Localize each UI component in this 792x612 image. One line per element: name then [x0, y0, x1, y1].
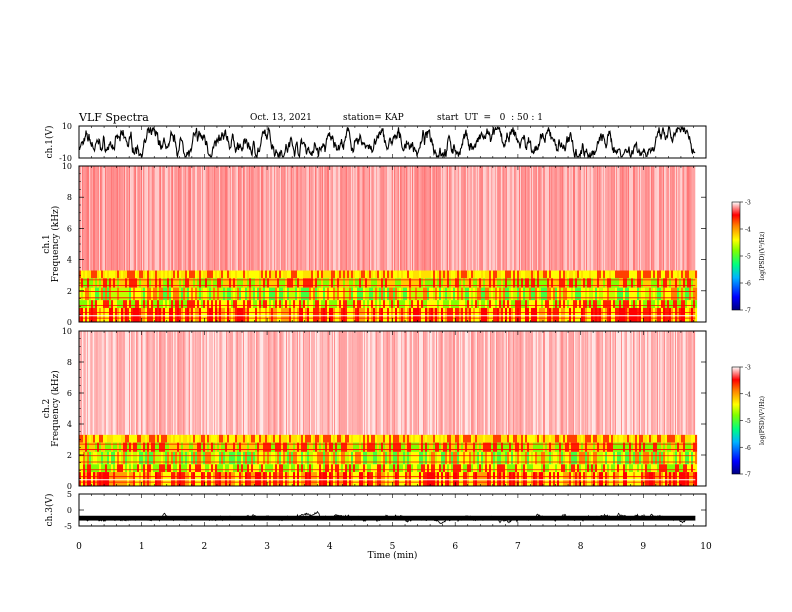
y-axis-label: Frequency (kHz)	[50, 206, 61, 283]
y-tick-label: 4	[67, 256, 72, 265]
colorbar-tick-label: -6	[745, 281, 751, 288]
y-tick-label: 6	[67, 224, 72, 233]
x-tick-label: 0	[76, 542, 82, 552]
spectrogram-streaks	[78, 331, 695, 435]
colorbar-tick-label: -3	[745, 365, 751, 372]
colorbar-tick-label: -4	[745, 391, 751, 398]
y-tick-label: 8	[67, 193, 72, 202]
y-tick-label: 6	[67, 389, 72, 398]
colorbar	[731, 366, 741, 475]
y-axis-label: ch.1	[42, 234, 52, 253]
plot-title: VLF Spectra	[79, 111, 149, 124]
x-tick-label: 4	[327, 542, 333, 552]
colorbar-label: log(PSD)(V²/Hz)	[759, 396, 766, 445]
x-tick-label: 5	[390, 542, 396, 552]
colorbar-tick-label: -7	[745, 472, 751, 479]
colorbar-label: log(PSD)(V²/Hz)	[759, 232, 766, 281]
spectrogram-bands	[79, 270, 698, 322]
waveform-line	[78, 126, 696, 159]
x-tick-label: 3	[264, 542, 270, 552]
y-tick-label: 10	[62, 122, 72, 131]
date-label: Oct. 13, 2021	[250, 113, 312, 123]
station-label: station= KAP	[343, 113, 404, 123]
y-tick-label: -5	[64, 522, 72, 531]
x-tick-label: 6	[452, 542, 458, 552]
y-tick-label: 5	[67, 490, 72, 499]
y-axis-label: ch.2	[42, 399, 52, 418]
x-tick-label: 7	[515, 542, 521, 552]
x-tick-label: 9	[640, 542, 646, 552]
colorbar-tick-label: -3	[745, 200, 751, 207]
y-tick-label: 2	[67, 451, 72, 460]
y-tick-label: 4	[67, 420, 72, 429]
x-axis-label: Time (min)	[368, 550, 418, 561]
x-tick-label: 10	[700, 542, 712, 552]
x-tick-label: 8	[578, 542, 584, 552]
start-time-label: start UT = 0 : 50 : 1	[437, 113, 543, 123]
waveform-line	[78, 510, 696, 524]
y-tick-label: 10	[62, 327, 72, 336]
colorbar-tick-label: -7	[745, 308, 751, 315]
y-axis-label: ch.3(V)	[44, 494, 55, 527]
colorbar	[731, 201, 741, 311]
panel-frame	[78, 493, 707, 527]
y-tick-label: 0	[67, 318, 72, 327]
y-tick-label: -10	[59, 154, 72, 163]
waveform-band	[79, 515, 696, 521]
x-tick-label: 2	[202, 542, 208, 552]
y-tick-label: 0	[67, 506, 72, 515]
colorbar-tick-label: -5	[745, 418, 751, 425]
spectrogram-streaks	[78, 166, 695, 271]
y-tick-label: 2	[67, 287, 72, 296]
y-tick-label: 8	[67, 358, 72, 367]
colorbar-tick-label: -6	[745, 445, 751, 452]
y-axis-label: ch.1(V)	[44, 126, 55, 159]
x-tick-label: 1	[139, 542, 145, 552]
spectrogram-bands	[79, 434, 698, 486]
y-tick-label: 0	[67, 482, 72, 491]
colorbar-tick-label: -5	[745, 254, 751, 261]
colorbar-tick-label: -4	[745, 227, 751, 234]
y-tick-label: 10	[62, 162, 72, 171]
y-axis-label: Frequency (kHz)	[50, 370, 61, 447]
